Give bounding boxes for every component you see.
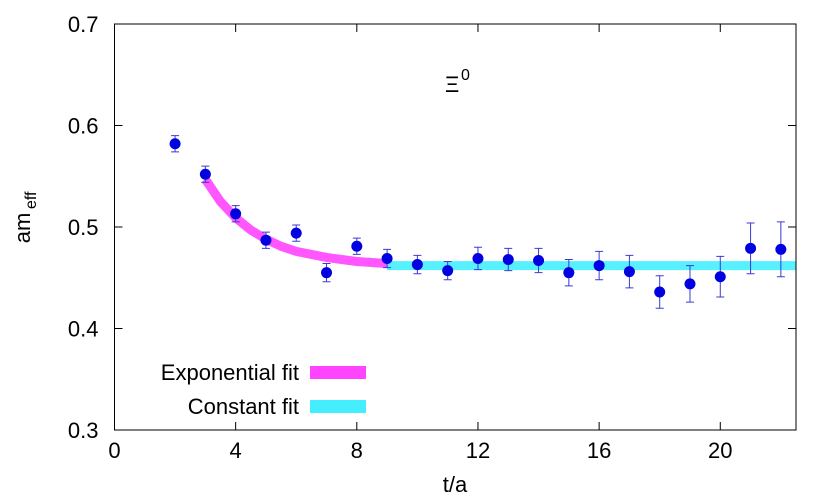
y-tick-label: 0.4 — [68, 317, 99, 342]
data-point — [563, 267, 575, 279]
data-point — [502, 253, 514, 265]
data-point — [623, 266, 635, 278]
y-axis-label-group: am eff — [10, 191, 40, 243]
y-tick-label: 0.6 — [68, 114, 99, 139]
y-tick-label: 0.3 — [68, 418, 99, 443]
data-point — [260, 234, 272, 246]
data-point — [714, 271, 726, 283]
legend-label: Exponential fit — [161, 360, 299, 385]
data-point — [654, 286, 666, 298]
data-point — [533, 254, 545, 266]
legend-label: Constant fit — [188, 394, 299, 419]
data-point — [321, 267, 333, 279]
data-point — [290, 227, 302, 239]
data-point — [745, 242, 757, 254]
legend-swatch — [310, 366, 366, 379]
y-axis-label-subscript: eff — [23, 191, 40, 209]
x-tick-label: 12 — [466, 438, 490, 463]
x-tick-label: 16 — [587, 438, 611, 463]
chart-title: Ξ — [445, 72, 459, 97]
data-point — [775, 243, 787, 255]
data-point — [411, 259, 423, 271]
fit-band — [201, 176, 388, 269]
x-tick-label: 20 — [708, 438, 732, 463]
chart-title-superscript: 0 — [461, 67, 470, 84]
x-tick-label: 4 — [230, 438, 242, 463]
y-tick-label: 0.7 — [68, 12, 99, 37]
data-point — [593, 260, 605, 272]
data-point — [684, 278, 696, 290]
data-point — [381, 252, 393, 264]
data-point — [199, 168, 211, 180]
data-point — [472, 252, 484, 264]
data-point — [230, 208, 242, 220]
data-point — [351, 240, 363, 252]
x-axis-label: t/a — [443, 472, 468, 497]
x-tick-label: 8 — [351, 438, 363, 463]
legend-swatch — [310, 400, 366, 413]
y-tick-label: 0.5 — [68, 215, 99, 240]
data-point — [169, 138, 181, 150]
y-axis-label: am — [10, 213, 35, 244]
x-tick-label: 0 — [108, 438, 120, 463]
data-point — [442, 265, 454, 277]
